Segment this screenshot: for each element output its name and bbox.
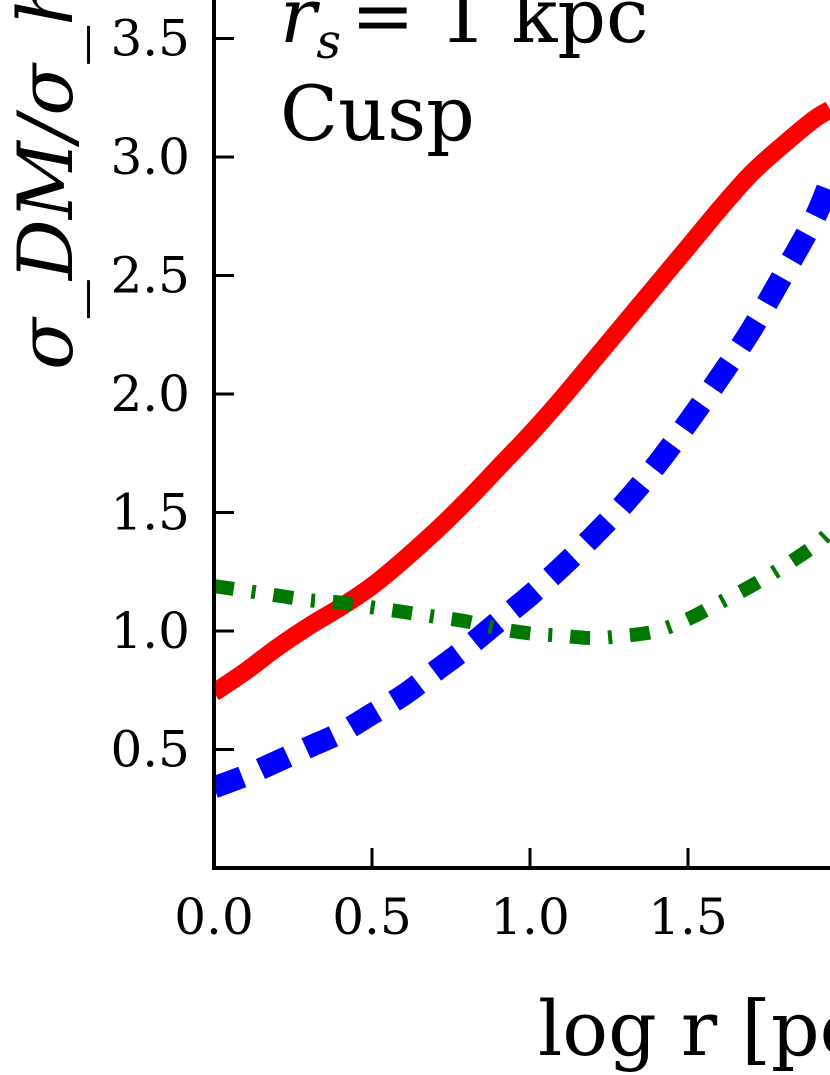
x-axis-label: log r [pc] [538,984,830,1073]
y-tick-label: 2.0 [110,365,190,423]
annotation-radius-value: = 1 kpc [351,0,649,60]
x-ticks: 0.00.51.01.52 [174,848,728,946]
y-tick-label: 1.0 [110,602,190,660]
series-layer [214,101,830,798]
y-tick-label: 3.5 [110,10,190,68]
x-tick-label: 0.5 [332,888,412,946]
x-tick-label: 0.0 [174,888,254,946]
annotation-radius: rs = 1 kpc [280,0,649,70]
y-tick-label: 3.0 [110,128,190,186]
y-ticks: 0.5 1.0 1.5 2.0 2.5 3.0 3.5 [110,10,234,779]
y-tick-label: 2.5 [110,247,190,305]
y-tick-label: 0.5 [110,721,190,779]
y-tick-label: 1.5 [110,484,190,542]
x-tick-label: 1.0 [490,888,570,946]
annotation-radius-symbol: r [280,0,321,60]
annotation-profile: Cusp [280,69,475,158]
annotation-radius-subscript: s [316,14,341,70]
series-line-green-dashdot [214,526,830,646]
series-line-red-solid [214,101,830,701]
series-line-blue-dashed [214,176,830,798]
y-axis-label: σ_DM/σ_h, v [1,0,90,370]
x-tick-label: 1.5 [648,888,728,946]
